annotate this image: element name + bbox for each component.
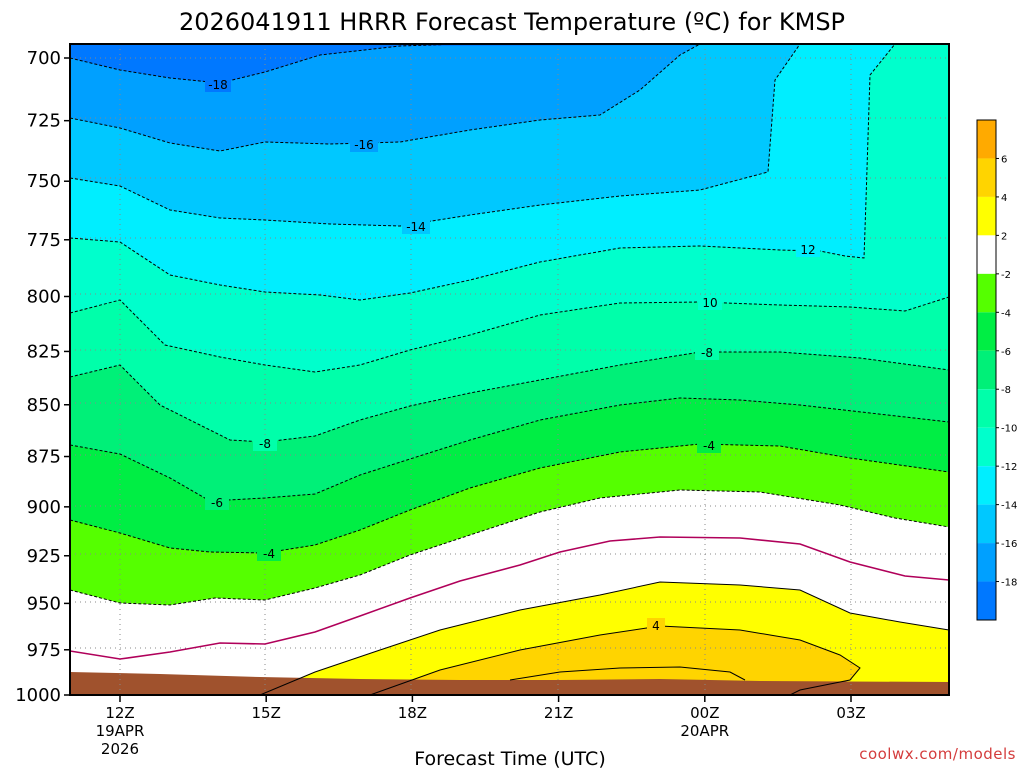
colorbar-label: 2 bbox=[1001, 231, 1007, 242]
contour-label-minus14: -14 bbox=[406, 220, 426, 234]
x-axis-label: Forecast Time (UTC) bbox=[414, 748, 605, 768]
y-tick-label: 975 bbox=[27, 640, 61, 661]
contour-lines bbox=[70, 44, 949, 695]
contour-line-minus2 bbox=[70, 489, 949, 606]
colorbar-swatch bbox=[977, 312, 996, 351]
colorbar-swatch bbox=[977, 581, 996, 620]
x-tick-label: 03Z bbox=[836, 704, 865, 722]
contour-label-10: 10 bbox=[702, 296, 717, 310]
grid-lines bbox=[70, 44, 949, 695]
contour-label-minus6: -6 bbox=[211, 496, 223, 510]
contour-line-minus12 bbox=[70, 44, 896, 301]
contour-line-minus10 bbox=[70, 296, 949, 373]
colorbar-label: -12 bbox=[1001, 462, 1017, 473]
x-tick-label: 21Z bbox=[544, 704, 573, 722]
contour-label-plus4: 4 bbox=[652, 619, 660, 633]
colorbar-swatch bbox=[977, 389, 996, 428]
contour-label-minus8-right: -8 bbox=[701, 346, 713, 360]
contour-line-minus18 bbox=[70, 44, 461, 84]
contour-field bbox=[70, 44, 949, 695]
y-axis: 700 725 750 775 800 825 850 875 900 925 950 975 1000 bbox=[15, 48, 70, 706]
contour-line-zero bbox=[70, 536, 949, 660]
y-tick-label: 875 bbox=[27, 447, 61, 468]
contour-line-minus4 bbox=[70, 443, 949, 554]
colorbar-swatch bbox=[977, 350, 996, 390]
x-tick-label: 18Z bbox=[398, 704, 427, 722]
colorbar-swatch bbox=[977, 466, 996, 505]
surface-ground bbox=[70, 672, 949, 695]
y-tick-label: 700 bbox=[27, 48, 61, 69]
contour-line-minus6 bbox=[70, 397, 949, 502]
colorbar-swatch bbox=[977, 158, 996, 197]
colorbar-label: -8 bbox=[1001, 385, 1011, 396]
x-tick-label: 12Z bbox=[105, 704, 134, 722]
y-tick-label: 900 bbox=[27, 497, 61, 518]
colorbar-label: -16 bbox=[1001, 539, 1017, 550]
colorbar-swatch bbox=[977, 543, 996, 582]
colorbar-swatch bbox=[977, 120, 996, 159]
contour-label-minus4-left: -4 bbox=[263, 547, 275, 561]
y-tick-label: 1000 bbox=[15, 685, 61, 706]
colorbar-label: -10 bbox=[1001, 424, 1017, 435]
contour-label-12: 12 bbox=[800, 243, 815, 257]
colorbar-frame bbox=[976, 119, 997, 621]
x-tick-year: 2026 bbox=[101, 740, 139, 758]
y-tick-label: 825 bbox=[27, 341, 61, 362]
colorbar-swatch bbox=[977, 504, 996, 544]
x-tick-date: 19APR bbox=[96, 722, 145, 740]
contour-line-plus2 bbox=[259, 581, 949, 695]
y-tick-label: 750 bbox=[27, 171, 61, 192]
colorbar-label: -6 bbox=[1001, 347, 1011, 358]
y-tick-label: 775 bbox=[27, 230, 61, 251]
chart-title: 2026041911 HRRR Forecast Temperature (ºC… bbox=[179, 8, 845, 36]
colorbar: 6 4 2 -2 -4 -6 -8 -10 -12 -14 -16 -18 bbox=[976, 119, 1017, 621]
contour-label-minus16: -16 bbox=[354, 138, 374, 152]
y-tick-label: 925 bbox=[27, 546, 61, 567]
contour-line-minus8 bbox=[70, 351, 949, 443]
contour-label-minus8-left: -8 bbox=[259, 437, 271, 451]
contour-line-plus4 bbox=[369, 625, 861, 695]
colorbar-label: 4 bbox=[1001, 193, 1007, 204]
x-tick-label: 00Z bbox=[690, 704, 719, 722]
y-tick-label: 950 bbox=[27, 593, 61, 614]
y-tick-label: 725 bbox=[27, 111, 61, 132]
colorbar-label: -18 bbox=[1001, 578, 1017, 589]
band-plus4 bbox=[370, 626, 860, 695]
colorbar-label: -4 bbox=[1001, 308, 1011, 319]
colorbar-label: -2 bbox=[1001, 270, 1011, 281]
colorbar-swatch bbox=[977, 273, 996, 313]
x-tick-label: 15Z bbox=[252, 704, 281, 722]
contour-line-minus14 bbox=[70, 44, 801, 227]
contour-line-plus6 bbox=[509, 666, 746, 681]
contour-label-minus4-right: -4 bbox=[703, 439, 715, 453]
colorbar-swatch bbox=[977, 427, 996, 467]
colorbar-swatch bbox=[977, 235, 996, 274]
x-tick-date: 20APR bbox=[680, 722, 729, 740]
contour-labels: -18 -16 -14 12 10 -8 -8 -6 -4 4 -4 bbox=[205, 77, 820, 633]
plot-frame bbox=[69, 43, 950, 696]
contour-label-minus18: -18 bbox=[208, 78, 228, 92]
colorbar-label: -14 bbox=[1001, 501, 1017, 512]
y-tick-label: 850 bbox=[27, 395, 61, 416]
credit-text: coolwx.com/models bbox=[859, 745, 1016, 763]
y-tick-label: 800 bbox=[27, 286, 61, 307]
colorbar-label: 6 bbox=[1001, 154, 1007, 165]
colorbar-swatch bbox=[977, 196, 996, 236]
